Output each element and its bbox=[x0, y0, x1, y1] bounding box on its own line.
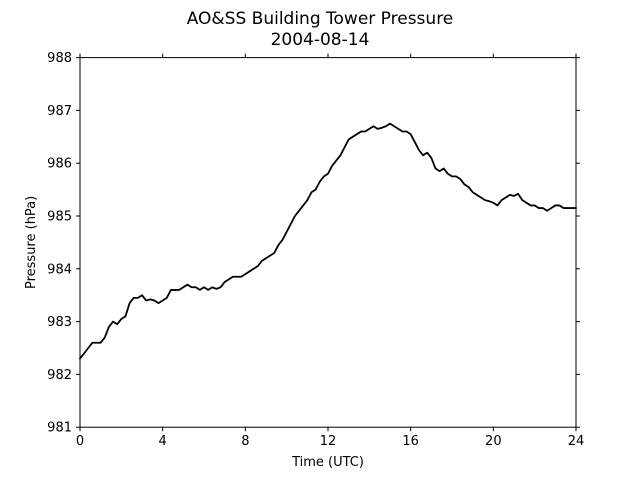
x-tick-label: 20 bbox=[485, 434, 502, 449]
y-tick-label: 983 bbox=[47, 315, 72, 330]
y-axis-label: Pressure (hPa) bbox=[24, 196, 39, 289]
y-axis-ticks: 981 982 983 984 985 986 987 988 bbox=[47, 51, 580, 436]
y-tick-label: 987 bbox=[47, 104, 72, 119]
y-tick-label: 986 bbox=[47, 157, 72, 172]
chart-subtitle: 2004-08-14 bbox=[271, 30, 370, 50]
x-tick-label: 8 bbox=[241, 434, 249, 449]
pressure-line bbox=[79, 122, 577, 360]
y-tick-label: 981 bbox=[47, 421, 72, 436]
x-axis-ticks: 0 4 8 12 16 20 24 bbox=[76, 53, 585, 449]
x-tick-label: 16 bbox=[402, 434, 419, 449]
x-tick-label: 12 bbox=[320, 434, 337, 449]
x-tick-label: 4 bbox=[159, 434, 167, 449]
y-tick-label: 988 bbox=[47, 51, 72, 66]
plot-area bbox=[79, 57, 577, 428]
y-tick-label: 985 bbox=[47, 210, 72, 225]
y-tick-label: 984 bbox=[47, 262, 72, 277]
x-tick-label: 24 bbox=[568, 434, 585, 449]
y-tick-label: 982 bbox=[47, 368, 72, 383]
x-axis-label: Time (UTC) bbox=[291, 455, 364, 470]
x-tick-label: 0 bbox=[76, 434, 84, 449]
chart-title: AO&SS Building Tower Pressure bbox=[187, 9, 454, 29]
